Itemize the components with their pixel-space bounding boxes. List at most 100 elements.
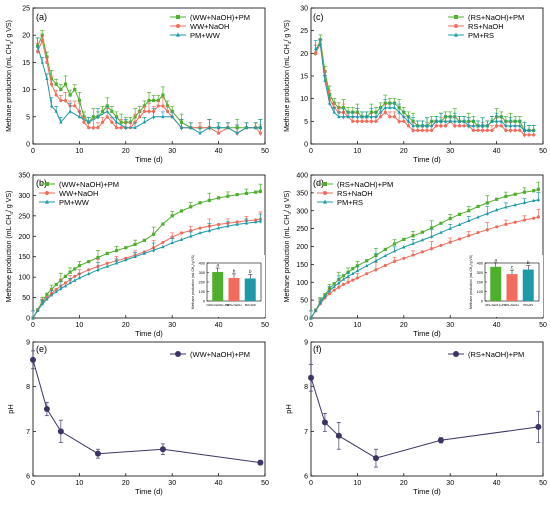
data-point: [105, 261, 109, 265]
data-point: [36, 308, 40, 312]
y-tick-label: 250: [18, 213, 30, 220]
y-tick-label: 300: [296, 208, 308, 215]
data-point: [355, 268, 359, 273]
data-point: [170, 114, 174, 119]
data-point: [504, 128, 508, 132]
data-point: [327, 288, 332, 293]
legend-label: RS+NaOH: [468, 22, 504, 31]
data-point: [142, 251, 146, 255]
data-point: [420, 237, 424, 242]
data-point: [59, 120, 63, 124]
data-point: [179, 237, 184, 241]
data-point: [411, 253, 415, 257]
inset-category-label: PM+WW: [245, 303, 256, 307]
data-point: [54, 93, 58, 97]
data-point: [485, 123, 489, 128]
data-point: [94, 450, 101, 457]
inset-y-tick-label: 0: [203, 300, 205, 304]
data-point: [337, 280, 341, 285]
legend-label: WW+NaOH: [59, 189, 98, 198]
x-tick-label: 30: [446, 480, 454, 487]
data-point: [355, 114, 359, 119]
data-point: [68, 109, 72, 113]
data-point: [374, 268, 378, 272]
data-point: [495, 119, 499, 123]
data-point: [159, 446, 166, 453]
data-point: [402, 245, 406, 249]
x-tick-label: 20: [122, 148, 130, 155]
data-point: [374, 114, 378, 119]
y-tick-label: 20: [22, 33, 30, 40]
data-point: [535, 423, 542, 430]
data-point: [244, 221, 249, 225]
data-point: [430, 128, 434, 132]
data-point: [82, 120, 86, 124]
x-tick-label: 40: [215, 148, 223, 155]
data-point: [96, 267, 100, 272]
data-point: [77, 98, 81, 103]
data-point: [36, 43, 40, 48]
y-axis-label: Methane production (mL CH4/ g VS): [284, 20, 293, 132]
y-tick-label: 7: [304, 429, 308, 436]
x-tick-label: 40: [215, 322, 223, 329]
data-point: [124, 125, 128, 129]
data-point: [485, 128, 489, 132]
x-tick-label: 10: [354, 480, 362, 487]
legend-marker: [323, 191, 327, 195]
panel-b-chart: 0 10 20 30 40 50 0 50 100 150 200 250 300 350 Time (d)…: [6, 173, 269, 339]
x-tick-label: 20: [122, 480, 130, 487]
data-point: [128, 120, 133, 124]
data-point: [96, 114, 100, 119]
plot-frame: [32, 7, 266, 145]
plot-frame: [32, 341, 266, 477]
data-point: [374, 258, 378, 263]
inset-y-axis-label: Methane production (mL CH4/ g VS): [469, 255, 474, 309]
x-tick-label: 0: [309, 322, 313, 329]
data-point: [365, 259, 369, 263]
data-point: [430, 123, 434, 128]
data-point: [138, 115, 142, 119]
data-point: [499, 124, 503, 128]
data-point: [254, 190, 258, 194]
data-point: [63, 82, 68, 86]
data-point: [481, 128, 485, 132]
data-point: [87, 126, 91, 130]
data-point: [392, 249, 397, 253]
data-point: [170, 214, 174, 218]
inset-y-tick-label: 300: [477, 271, 483, 275]
x-tick-label: 10: [76, 480, 84, 487]
data-point: [45, 297, 49, 301]
data-point: [105, 115, 109, 119]
data-point: [321, 419, 328, 426]
data-point: [63, 281, 68, 285]
data-point: [351, 271, 355, 275]
series-line: [310, 377, 539, 459]
data-point: [388, 105, 392, 110]
data-point: [59, 98, 63, 103]
legend-marker: [176, 15, 180, 19]
x-tick-label: 20: [400, 148, 408, 155]
data-point: [406, 119, 411, 123]
data-point: [254, 125, 258, 129]
data-point: [152, 232, 156, 236]
data-point: [96, 255, 100, 260]
y-tick-label: 9: [304, 340, 308, 347]
data-point: [476, 128, 480, 132]
data-point: [43, 406, 50, 412]
legend-label: WW+NaOH: [190, 22, 229, 31]
data-point: [527, 128, 531, 132]
data-point: [170, 109, 174, 113]
inset-category-label: PM+RS: [523, 303, 533, 307]
data-point: [217, 196, 221, 200]
data-point: [96, 126, 100, 130]
data-point: [388, 115, 392, 119]
data-point: [335, 432, 342, 439]
data-point: [114, 120, 119, 124]
panel-e-tag: (e): [36, 344, 47, 354]
data-point: [365, 263, 369, 268]
series-line: [37, 45, 261, 134]
y-tick-label: 200: [18, 234, 30, 241]
data-point: [332, 284, 336, 288]
data-point: [87, 268, 91, 272]
data-point: [87, 120, 91, 124]
